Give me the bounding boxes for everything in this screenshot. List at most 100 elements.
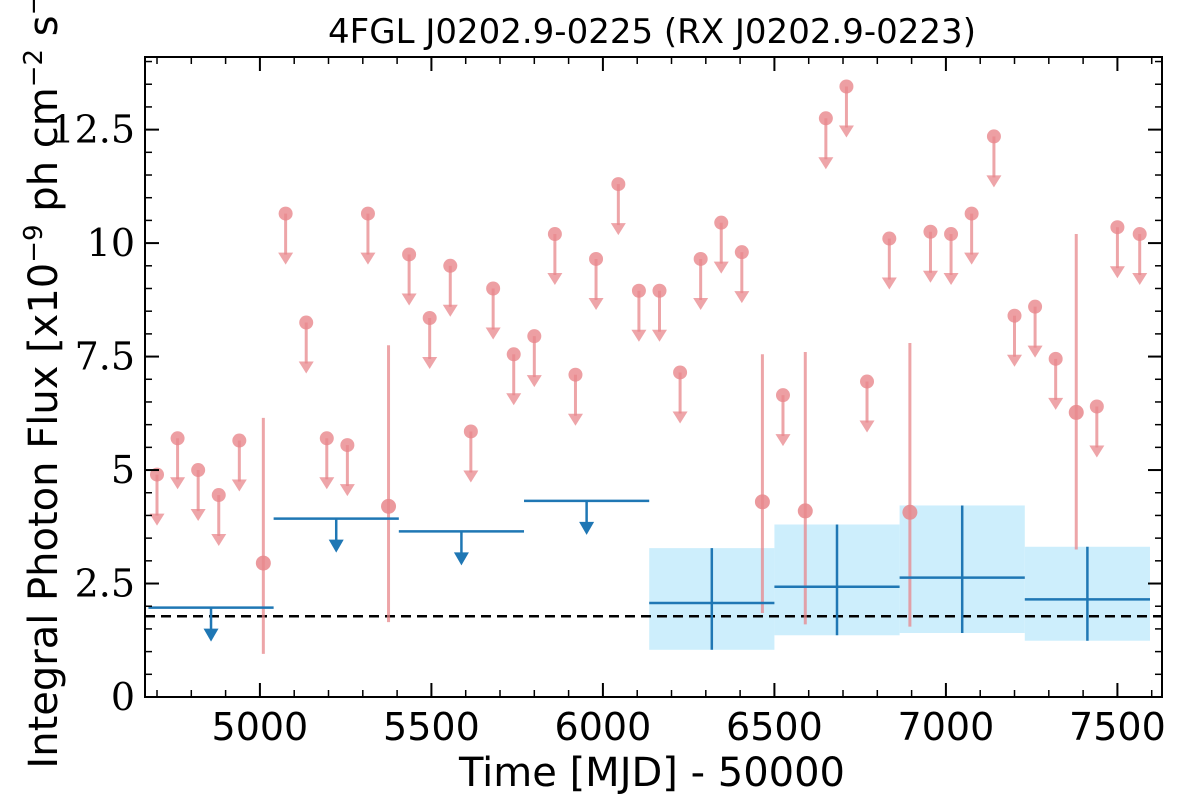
y-tick-label-5: 12.5 [50, 108, 135, 152]
fine-upper-limit-arrow-40 [1109, 266, 1125, 279]
y-axis-label-exp-area: −2 [19, 49, 49, 87]
fine-upper-limit-arrow-37 [1027, 345, 1043, 358]
fine-upper-limit-point-30 [860, 374, 875, 389]
fine-upper-limit-arrow-4 [231, 479, 247, 492]
fine-upper-limit-point-0 [150, 467, 165, 482]
fine-upper-limit-arrow-23 [672, 411, 688, 424]
fine-upper-limit-point-29 [839, 79, 854, 94]
fine-upper-limit-point-21 [631, 283, 646, 298]
fine-upper-limit-arrow-1 [170, 477, 186, 490]
fine-detection-point-4 [902, 504, 918, 520]
fine-upper-limit-point-31 [882, 231, 897, 246]
fine-upper-limit-point-3 [211, 488, 226, 503]
fine-upper-limit-point-34 [964, 206, 979, 221]
y-tick-label-0: 0 [111, 675, 135, 719]
fine-upper-limit-arrow-17 [547, 273, 563, 286]
coarse-upper-limit-arrow-3 [579, 521, 595, 535]
fine-detection-point-0 [255, 555, 271, 571]
plot-area: 5000 5500 6000 6500 7000 7500 0 2.5 5 7.5 10 12.5 [50, 56, 1166, 749]
y-tick-label-4: 10 [87, 221, 135, 265]
fine-upper-limit-point-19 [589, 251, 604, 266]
coarse-upper-limit-arrow-2 [453, 552, 469, 566]
fine-upper-limit-arrow-6 [298, 361, 314, 374]
fine-upper-limit-arrow-35 [986, 175, 1002, 188]
fine-upper-limit-point-14 [486, 281, 501, 296]
fine-upper-limit-point-17 [547, 227, 562, 242]
fine-upper-limit-point-25 [714, 215, 729, 230]
fine-upper-limit-arrow-32 [922, 270, 938, 283]
x-tick-label-1: 5500 [383, 705, 480, 749]
fine-upper-limit-arrow-3 [211, 534, 227, 547]
fine-upper-limit-point-5 [278, 206, 293, 221]
fine-upper-limit-arrow-20 [610, 223, 626, 236]
chart-title: 4FGL J0202.9-0225 (RX J0202.9-0223) [328, 12, 976, 52]
fine-upper-limit-arrow-22 [652, 329, 668, 342]
coarse-upper-limit-arrow-0 [203, 628, 219, 642]
fine-upper-limit-point-8 [340, 438, 355, 453]
fine-upper-limit-point-27 [775, 388, 790, 403]
fine-upper-limit-point-22 [652, 283, 667, 298]
fine-upper-limit-point-35 [986, 129, 1001, 144]
fine-upper-limit-arrow-12 [442, 304, 458, 317]
fine-upper-limit-point-13 [463, 424, 478, 439]
fine-upper-limit-point-39 [1089, 399, 1104, 414]
y-axis-label-exp-flux: −9 [19, 224, 49, 262]
fine-upper-limit-point-36 [1007, 308, 1022, 323]
fine-upper-limit-point-2 [191, 463, 206, 478]
y-axis-label-unit: ph cm [21, 87, 67, 224]
fine-upper-limit-arrow-36 [1007, 354, 1023, 367]
fine-upper-limit-point-6 [299, 315, 314, 330]
fine-upper-limit-arrow-15 [506, 393, 522, 406]
fine-detection-point-1 [381, 498, 397, 514]
coarse-upper-limit-arrow-1 [328, 539, 344, 553]
fine-detection-point-2 [754, 494, 770, 510]
fine-upper-limit-arrow-8 [339, 484, 355, 497]
fine-upper-limit-arrow-16 [526, 375, 542, 388]
y-axis-label: Integral Photon Flux [x10−9 ph cm−2 s−1] [19, 0, 67, 769]
fine-upper-limit-point-16 [527, 329, 542, 344]
fine-upper-limit-arrow-33 [943, 273, 959, 286]
fine-upper-limit-arrow-0 [149, 513, 165, 526]
y-axis-label-exp-time: −1 [19, 0, 49, 15]
fine-upper-limit-arrow-7 [319, 477, 335, 490]
fine-upper-limit-arrow-11 [422, 356, 438, 369]
x-axis-label: Time [MJD] - 50000 [458, 750, 845, 796]
fine-upper-limit-arrow-34 [964, 252, 980, 265]
x-tick-label-4: 7000 [898, 705, 995, 749]
fine-upper-limit-arrow-26 [734, 291, 750, 304]
fine-upper-limit-point-15 [506, 347, 521, 362]
fine-upper-limit-point-24 [693, 251, 708, 266]
x-tick-label-3: 6500 [726, 705, 823, 749]
fine-upper-limit-point-20 [611, 177, 626, 192]
fine-upper-limit-arrow-13 [463, 470, 479, 483]
fine-upper-limit-point-32 [923, 224, 938, 239]
fine-upper-limit-point-26 [734, 245, 749, 260]
fine-upper-limit-arrow-5 [278, 252, 294, 265]
fine-upper-limit-point-23 [673, 365, 688, 380]
x-tick-label-5: 7500 [1069, 705, 1166, 749]
y-tick-label-3: 7.5 [75, 335, 135, 379]
fine-upper-limit-arrow-24 [693, 297, 709, 310]
fine-upper-limit-arrow-19 [588, 297, 604, 310]
fine-upper-limit-arrow-27 [775, 434, 791, 447]
fine-upper-limit-point-41 [1132, 227, 1147, 242]
fine-upper-limit-arrow-28 [818, 157, 834, 170]
fine-upper-limit-point-11 [422, 310, 437, 325]
fine-detection-point-3 [797, 503, 813, 519]
y-axis-label-time: s [21, 15, 67, 49]
x-tick-label-2: 6000 [555, 705, 652, 749]
fine-detection-point-5 [1068, 404, 1084, 420]
fine-upper-limit-point-4 [232, 433, 247, 448]
y-tick-label-2: 5 [111, 448, 135, 492]
fine-upper-limit-point-28 [818, 111, 833, 126]
fine-upper-limit-arrow-31 [881, 277, 897, 290]
fine-upper-limit-point-33 [944, 227, 959, 242]
x-tick-label-0: 5000 [212, 705, 309, 749]
fine-upper-limit-point-38 [1048, 351, 1063, 366]
fine-upper-limit-arrow-29 [838, 125, 854, 138]
fine-upper-limit-arrow-10 [401, 293, 417, 306]
fine-upper-limit-arrow-2 [190, 509, 206, 522]
y-axis-label-main: Integral Photon Flux [x10 [21, 263, 67, 769]
